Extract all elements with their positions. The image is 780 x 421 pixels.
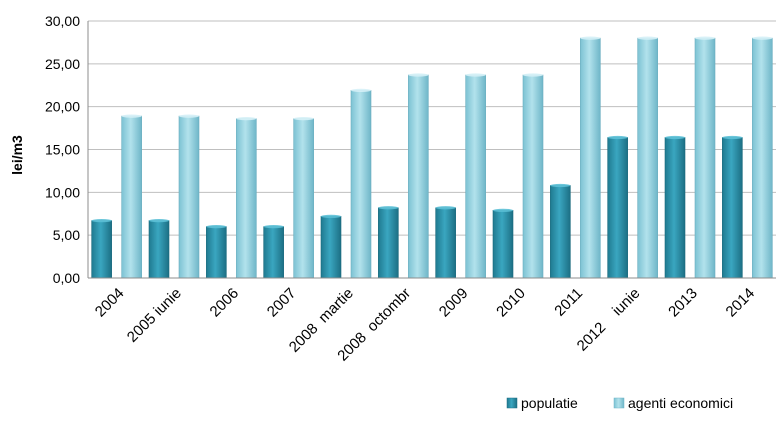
bar-populatie-10 [664,137,686,279]
bar-top [263,225,284,229]
bar-agenti-economici-0 [121,115,142,279]
y-tick-label: 15,00 [45,142,80,158]
y-tick-label: 20,00 [45,99,80,115]
x-tick-label: 2006 [207,285,243,321]
bar-populatie-6 [435,207,456,279]
bar-top [493,208,513,212]
bar-top [607,135,628,140]
bar-populatie-3 [263,226,284,279]
bar-agenti-economici-2 [236,118,257,279]
bar-top [121,114,142,118]
bar-agenti-economici-10 [694,37,716,279]
bar-agenti-economici-5 [408,74,429,279]
bar-agenti-economici-6 [465,74,486,279]
bar-top [580,36,601,40]
bar-agenti-economici-3 [293,118,314,279]
bar-top [523,73,543,77]
x-tick-label: 2010 [493,285,529,321]
axes [87,21,776,279]
bar-top [236,117,257,121]
y-tick-label: 30,00 [45,13,80,29]
bar-agenti-economici-11 [752,37,773,279]
legend-label-agenti-economici: agenti economici [628,395,733,411]
bars [91,36,773,279]
bar-top [351,88,371,92]
bar-populatie-4 [320,216,342,279]
bar-agenti-economici-9 [637,37,658,279]
x-tick-label: 2004 [92,285,128,321]
y-tick-label: 0,00 [53,270,80,286]
x-tick-label: 2014 [723,285,759,321]
bar-top [465,73,486,77]
x-tick-label: 2011 [551,285,586,320]
gridlines [88,20,776,236]
bar-populatie-8 [550,185,571,279]
x-tick-label: 2009 [436,285,472,321]
bar-top [206,225,227,229]
y-tick-labels: 0,00 5,00 10,00 15,00 20,00 25,00 30,00 [45,13,80,286]
bar-agenti-economici-4 [350,90,372,279]
x-tick-label: 2007 [264,285,300,321]
legend: populatie agenti economici [506,395,733,411]
bar-agenti-economici-8 [580,37,601,279]
y-tick-label: 5,00 [53,227,80,243]
y-axis-label: lei/m3 [9,135,25,175]
legend-swatch-populatie [506,397,518,409]
bar-populatie-1 [148,220,170,279]
y-tick-label: 10,00 [45,184,80,200]
bar-top [179,114,199,118]
bar-populatie-2 [206,226,227,279]
bar-top [91,219,112,223]
bar-top [378,206,399,210]
bar-populatie-9 [607,137,628,279]
y-tick-label: 25,00 [45,56,80,72]
bar-top [149,219,169,223]
bar-top [435,206,456,210]
x-tick-label: 2013 [665,285,701,321]
bar-top [293,117,314,121]
bar-top [321,214,341,218]
bar-populatie-11 [722,137,743,279]
bar-populatie-0 [91,220,112,279]
bar-top [637,36,658,40]
bar-top [722,135,743,140]
bar-top [695,36,715,40]
bar-top [752,36,773,40]
bar-top [550,183,571,188]
bar-top [408,73,429,77]
bar-populatie-5 [378,207,399,279]
legend-swatch-agenti-economici [613,397,625,409]
x-tick-label: 2005 iunie [124,285,185,346]
bar-agenti-economici-7 [522,74,544,279]
bar-populatie-7 [492,210,514,279]
bar-agenti-economici-1 [178,115,200,279]
bar-top [665,135,685,140]
legend-label-populatie: populatie [521,395,578,411]
